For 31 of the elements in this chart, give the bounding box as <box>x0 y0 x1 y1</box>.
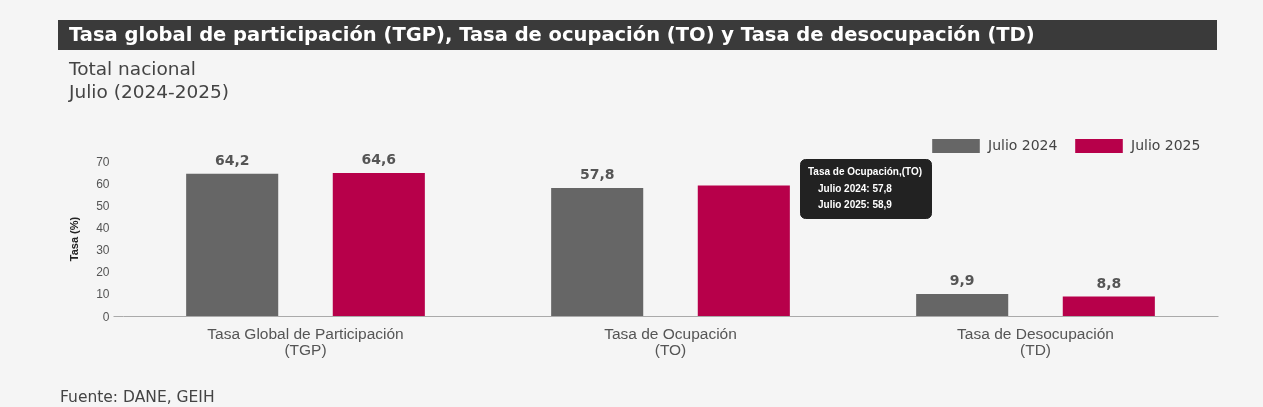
y-tick-label: 60 <box>96 176 110 191</box>
source-note: Fuente: DANE, GEIH <box>60 388 215 406</box>
data-label: 64,6 <box>361 150 397 167</box>
bar <box>1062 296 1155 316</box>
x-tick-label: Tasa de Desocupación (TD) <box>957 324 1114 358</box>
y-tick-label: 20 <box>96 265 110 280</box>
y-tick-label: 40 <box>96 220 110 235</box>
data-label: 57,8 <box>579 166 615 183</box>
chart-title: Tasa global de participación (TGP), Tasa de ocupación (TO) y Tasa de desocupación (TD) <box>69 23 1035 46</box>
legend-label: Julio 2025 <box>1130 137 1201 153</box>
legend-label: Julio 2024 <box>987 137 1058 153</box>
bar <box>332 172 425 316</box>
y-tick-label: 0 <box>102 309 110 324</box>
annotation: Tasa de Ocupación,(TO) <box>808 166 923 177</box>
y-tick-label: 70 <box>96 154 110 169</box>
bar <box>551 188 644 316</box>
y-axis-title: Tasa (%) <box>68 216 81 262</box>
y-tick-label: 10 <box>96 287 110 302</box>
data-label: 8,8 <box>1096 274 1122 291</box>
bar <box>186 173 279 316</box>
y-tick-label: 30 <box>96 243 110 258</box>
annotation: Julio 2025: 58,9 <box>818 199 893 210</box>
x-tick-label: Tasa Global de Participación (TGP) <box>207 324 404 358</box>
y-tick-label: 50 <box>96 198 110 213</box>
bar <box>697 185 790 316</box>
annotation: Julio 2024: 57,8 <box>818 183 893 194</box>
data-label: 9,9 <box>949 272 975 289</box>
bar <box>916 294 1009 316</box>
chart-subtitle: Total nacional Julio (2024-2025) <box>68 58 229 102</box>
data-label: 64,2 <box>214 151 250 168</box>
x-tick-label: Tasa de Ocupación (TO) <box>604 324 737 358</box>
